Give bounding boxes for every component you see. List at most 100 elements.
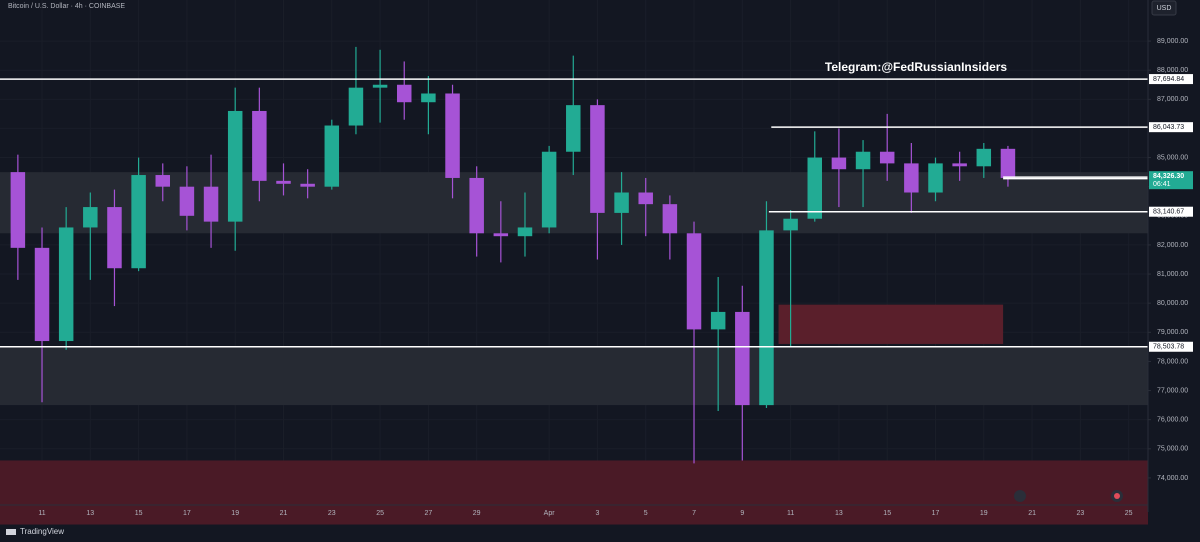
y-tick-label: 80,000.00 <box>1157 300 1188 307</box>
candle-body <box>686 233 702 330</box>
candle-body <box>566 105 581 152</box>
candle-body <box>252 110 267 181</box>
level-label-box <box>1149 341 1193 352</box>
logo-mark <box>6 529 16 535</box>
x-tick-label: 25 <box>1125 510 1133 517</box>
level-label-box <box>1149 122 1193 133</box>
x-tick-label: 15 <box>135 510 143 517</box>
x-tick-label: 11 <box>38 510 45 517</box>
candle-body <box>372 84 388 88</box>
candle-body <box>783 218 798 231</box>
y-tick-label: 82,000.00 <box>1157 242 1188 249</box>
candle-body <box>493 233 509 237</box>
candle-body <box>469 177 484 234</box>
candle-body <box>759 230 774 406</box>
candle-body <box>735 311 750 406</box>
x-tick-label: 5 <box>644 510 648 517</box>
y-tick-label: 77,000.00 <box>1157 387 1188 394</box>
candle-body <box>300 183 315 187</box>
x-tick-label: 13 <box>835 510 843 517</box>
currency-box <box>1151 0 1177 16</box>
candle-body <box>227 110 243 222</box>
x-tick-label: 25 <box>376 510 384 517</box>
candle-body <box>396 84 412 103</box>
level-label-box <box>1149 74 1193 85</box>
x-tick-label: 21 <box>280 510 288 517</box>
candle-body <box>541 151 557 228</box>
current-price-label: 84,326.30 <box>1153 173 1184 180</box>
candle-body <box>203 186 219 222</box>
zone <box>0 172 1148 234</box>
candle-body <box>662 204 678 234</box>
brand: TradingView <box>20 527 64 536</box>
candle-body <box>131 175 146 269</box>
candle-body <box>928 163 943 193</box>
level-label: 83,140.67 <box>1153 209 1184 216</box>
candle-body <box>831 157 847 170</box>
x-tick-label: 15 <box>883 510 891 517</box>
candle-body <box>58 227 74 342</box>
y-tick-label: 81,000.00 <box>1157 271 1188 278</box>
candle-body <box>276 180 291 184</box>
candle-body <box>517 227 533 237</box>
level-label: 86,043.73 <box>1153 124 1184 131</box>
currency: USD <box>1157 5 1172 12</box>
annotation: Telegram:@FedRussianInsiders <box>825 60 1008 74</box>
x-tick-label: 17 <box>932 510 940 517</box>
event-icon-dot <box>1114 493 1120 499</box>
event-icon[interactable] <box>1014 490 1026 502</box>
level-label: 78,503.78 <box>1153 344 1184 351</box>
candle-body <box>445 93 460 178</box>
candle-body <box>421 93 436 103</box>
level-label-box <box>1149 206 1193 217</box>
x-tick-label: 13 <box>86 510 94 517</box>
x-tick-label: 9 <box>740 510 744 517</box>
brand-logo <box>6 529 16 535</box>
x-tick-label: 21 <box>1028 510 1036 517</box>
candle-body <box>710 311 726 330</box>
y-tick-label: 79,000.00 <box>1157 329 1188 336</box>
x-tick-label: 17 <box>183 510 191 517</box>
zone <box>0 460 1148 525</box>
y-tick-label: 74,000.00 <box>1157 475 1188 482</box>
candle-body <box>34 247 50 342</box>
candle-body <box>976 148 992 167</box>
candle-body <box>155 175 171 187</box>
y-tick-label: 87,000.00 <box>1157 96 1188 103</box>
candle-body <box>904 163 919 193</box>
x-tick-label: 19 <box>231 510 239 517</box>
x-tick-label: 7 <box>692 510 696 517</box>
candle-body <box>179 186 195 216</box>
candle-body <box>614 192 629 213</box>
candle-body <box>590 105 605 213</box>
x-tick-label: 11 <box>787 510 794 517</box>
zone <box>778 304 1004 344</box>
zone <box>0 346 1148 406</box>
y-tick-label: 85,000.00 <box>1157 154 1188 161</box>
candle-body <box>10 172 26 248</box>
candle-body <box>348 87 364 126</box>
countdown: 06:41 <box>1153 181 1171 188</box>
candle-body <box>324 125 340 187</box>
candle-body <box>83 207 98 228</box>
x-tick-label: 23 <box>328 510 336 517</box>
candle-body <box>879 151 895 164</box>
y-tick-label: 89,000.00 <box>1157 38 1188 45</box>
candle-body <box>807 157 823 219</box>
y-tick-label: 76,000.00 <box>1157 417 1188 424</box>
x-tick-label: 19 <box>980 510 988 517</box>
current-price-box <box>1149 171 1193 190</box>
x-tick-label: 29 <box>473 510 481 517</box>
candle-body <box>1000 148 1016 178</box>
y-tick-label: 78,000.00 <box>1157 358 1188 365</box>
level-label: 87,694.84 <box>1153 76 1184 83</box>
y-tick-label: 88,000.00 <box>1157 67 1188 74</box>
candle-body <box>855 151 871 170</box>
plot-area <box>0 46 1148 525</box>
candle-body <box>107 207 122 269</box>
candle-body <box>638 192 653 205</box>
x-tick-label: 23 <box>1076 510 1084 517</box>
